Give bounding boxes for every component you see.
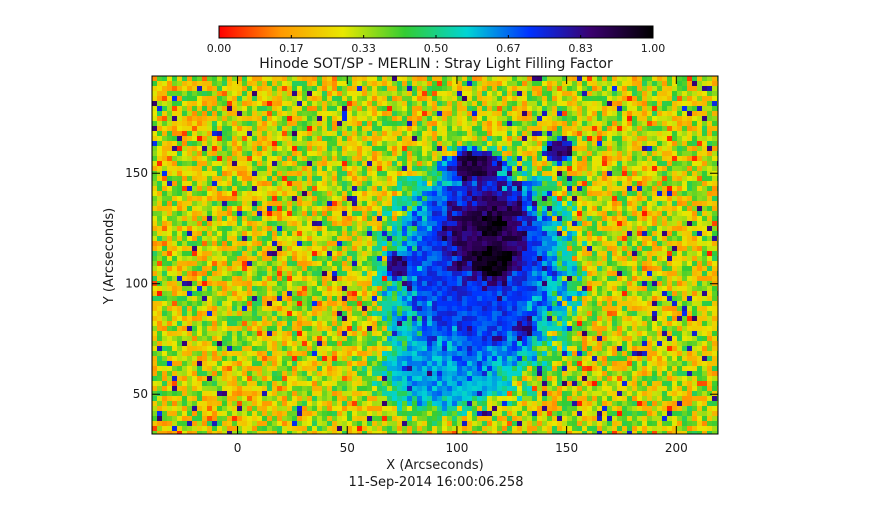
x-tick-label: 200 <box>665 441 688 455</box>
y-axis: 50 100 150 <box>125 166 718 401</box>
plot-frame <box>151 75 719 435</box>
colorbar-ticks: 0.00 0.17 0.33 0.50 0.67 0.83 1.00 <box>207 35 666 55</box>
colorbar-tick-label: 0.33 <box>351 42 376 55</box>
x-tick-label: 100 <box>445 441 468 455</box>
chart-title: Hinode SOT/SP - MERLIN : Stray Light Fil… <box>259 56 613 72</box>
y-axis-label: Y (Arcseconds) <box>102 208 117 305</box>
colorbar-tick-label: 0.17 <box>279 42 304 55</box>
colorbar-tick-label: 0.00 <box>207 42 232 55</box>
colorbar-tick-label: 1.00 <box>641 42 666 55</box>
y-tick-label: 50 <box>133 387 148 401</box>
x-axis: 0 50 100 150 200 <box>234 76 688 455</box>
x-axis-label: X (Arcseconds) <box>386 458 483 473</box>
colorbar-tick-label: 0.83 <box>568 42 593 55</box>
timestamp: 11-Sep-2014 16:00:06.258 <box>349 475 524 490</box>
x-tick-label: 50 <box>340 441 355 455</box>
x-tick-label: 0 <box>234 441 242 455</box>
y-tick-label: 100 <box>125 277 148 291</box>
y-tick-label: 150 <box>125 166 148 180</box>
colorbar-tick-label: 0.67 <box>496 42 521 55</box>
x-tick-label: 150 <box>555 441 578 455</box>
colorbar-tick-label: 0.50 <box>424 42 449 55</box>
heatmap-field <box>152 76 718 434</box>
